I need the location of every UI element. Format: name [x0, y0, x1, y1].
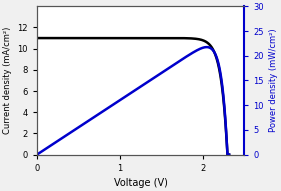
Y-axis label: Current density (mA/cm²): Current density (mA/cm²): [3, 27, 12, 134]
X-axis label: Voltage (V): Voltage (V): [114, 178, 167, 188]
Y-axis label: Power density (mW/cm²): Power density (mW/cm²): [269, 29, 278, 132]
